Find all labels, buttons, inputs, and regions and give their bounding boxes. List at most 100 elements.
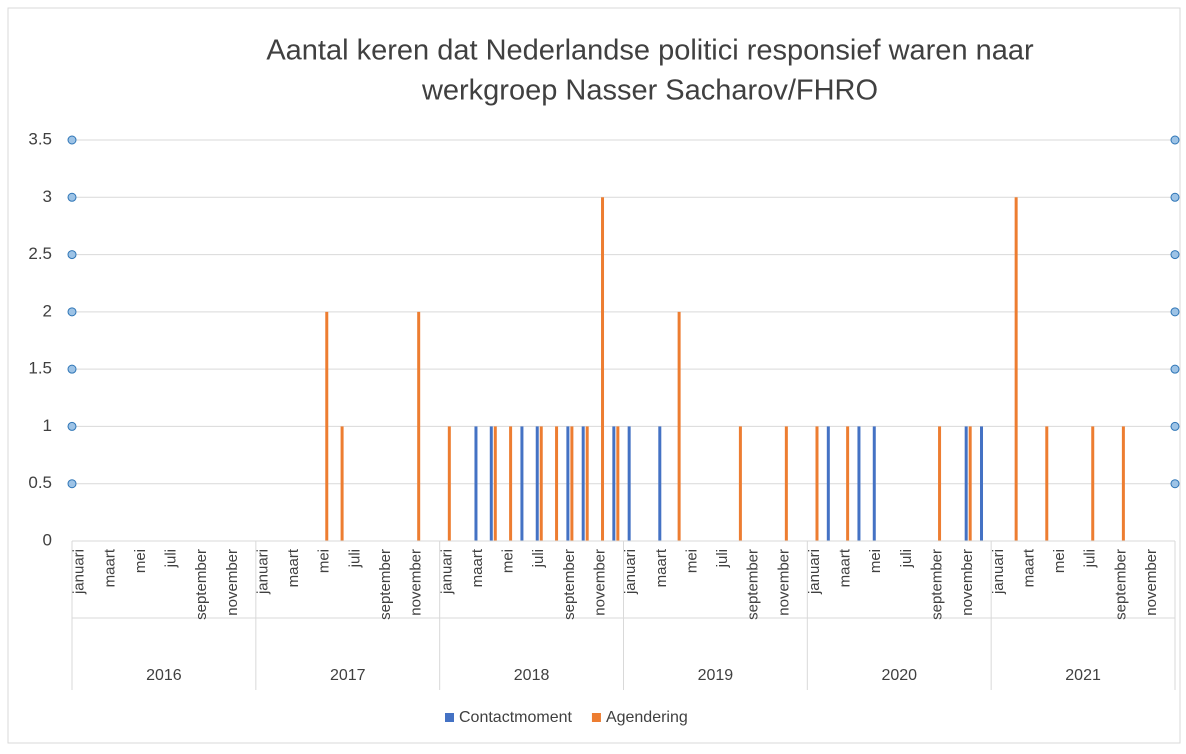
x-tick-label: september: [1112, 549, 1129, 620]
x-tick-label: januari: [254, 549, 271, 595]
x-tick-label: juli: [1082, 549, 1099, 568]
x-tick-label: juli: [163, 549, 180, 568]
axis-marker: [67, 192, 77, 202]
bar: [520, 426, 524, 541]
bar: [677, 311, 681, 541]
bar: [417, 311, 421, 541]
bar: [509, 426, 513, 541]
bar: [535, 426, 539, 541]
bar: [980, 426, 984, 541]
group-label: 2016: [146, 667, 182, 684]
bar: [872, 426, 876, 541]
bar: [846, 426, 850, 541]
bar: [815, 426, 819, 541]
axis-marker: [67, 250, 77, 260]
bar: [493, 426, 497, 541]
x-tick-label: januari: [622, 549, 639, 595]
x-tick-label: juli: [346, 549, 363, 568]
axis-marker: [1170, 135, 1180, 145]
x-tick-label: maart: [1020, 548, 1037, 587]
x-tick-label: maart: [101, 548, 118, 587]
bar: [474, 426, 478, 541]
bar: [964, 426, 968, 541]
x-tick-label: juli: [898, 549, 915, 568]
x-tick-label: november: [591, 549, 608, 616]
bar: [566, 426, 570, 541]
x-tick-label: januari: [438, 549, 455, 595]
bar: [738, 426, 742, 541]
group-label: 2017: [330, 667, 366, 684]
x-tick-label: juli: [530, 549, 547, 568]
legend-swatch: [445, 713, 454, 722]
x-tick-label: mei: [316, 549, 333, 573]
x-tick-label: september: [561, 549, 578, 620]
legend-label: Contactmoment: [459, 709, 572, 726]
x-tick-label: november: [959, 549, 976, 616]
axis-marker: [67, 479, 77, 489]
x-tick-label: september: [377, 549, 394, 620]
bar: [585, 426, 589, 541]
bar: [581, 426, 585, 541]
x-tick-label: mei: [500, 549, 517, 573]
group-label: 2021: [1065, 667, 1101, 684]
x-tick-label: mei: [1051, 549, 1068, 573]
bar: [1014, 197, 1018, 542]
group-label: 2019: [698, 667, 734, 684]
bar: [938, 426, 942, 541]
bar: [325, 311, 329, 541]
x-tick-label: november: [1143, 549, 1160, 616]
x-tick-label: september: [929, 549, 946, 620]
bar: [340, 426, 344, 541]
chart-title: Aantal keren dat Nederlandse politici re…: [266, 35, 1034, 67]
y-tick-label: 1.5: [28, 359, 52, 378]
x-tick-label: januari: [990, 549, 1007, 595]
x-tick-label: maart: [837, 548, 854, 587]
x-tick-label: mei: [867, 549, 884, 573]
bar: [1121, 426, 1125, 541]
y-tick-label: 3: [43, 187, 52, 206]
x-tick-label: september: [745, 549, 762, 620]
x-tick-label: juli: [714, 549, 731, 568]
bar: [489, 426, 493, 541]
bar: [555, 426, 559, 541]
axis-marker: [67, 421, 77, 431]
bar: [627, 426, 631, 541]
x-tick-label: januari: [71, 549, 88, 595]
axis-marker: [1170, 479, 1180, 489]
axis-marker: [1170, 250, 1180, 260]
bar: [601, 197, 605, 542]
bar: [570, 426, 574, 541]
bar: [968, 426, 972, 541]
axis-marker: [1170, 192, 1180, 202]
legend-label: Agendering: [606, 709, 688, 726]
chart-title: werkgroep Nasser Sacharov/FHRO: [421, 75, 878, 107]
bar: [1045, 426, 1049, 541]
bar: [857, 426, 861, 541]
axis-marker: [1170, 421, 1180, 431]
y-tick-label: 1: [43, 416, 52, 435]
axis-marker: [1170, 364, 1180, 374]
bar: [612, 426, 616, 541]
axis-marker: [1170, 307, 1180, 317]
axis-marker: [67, 307, 77, 317]
x-tick-label: mei: [132, 549, 149, 573]
bar: [1091, 426, 1095, 541]
x-tick-label: november: [775, 549, 792, 616]
y-tick-label: 0: [43, 530, 52, 549]
x-tick-label: januari: [806, 549, 823, 595]
y-tick-label: 0.5: [28, 473, 52, 492]
legend-swatch: [591, 713, 601, 722]
x-tick-label: november: [408, 549, 425, 616]
group-label: 2018: [514, 667, 550, 684]
x-tick-label: maart: [469, 548, 486, 587]
axis-marker: [67, 364, 77, 374]
chart-border: [7, 7, 1181, 744]
group-label: 2020: [881, 667, 917, 684]
bar: [539, 426, 543, 541]
bar: [616, 426, 620, 541]
y-tick-label: 2: [43, 301, 52, 320]
y-tick-label: 3.5: [28, 129, 52, 148]
axis-marker: [67, 135, 77, 145]
x-tick-label: mei: [683, 549, 700, 573]
